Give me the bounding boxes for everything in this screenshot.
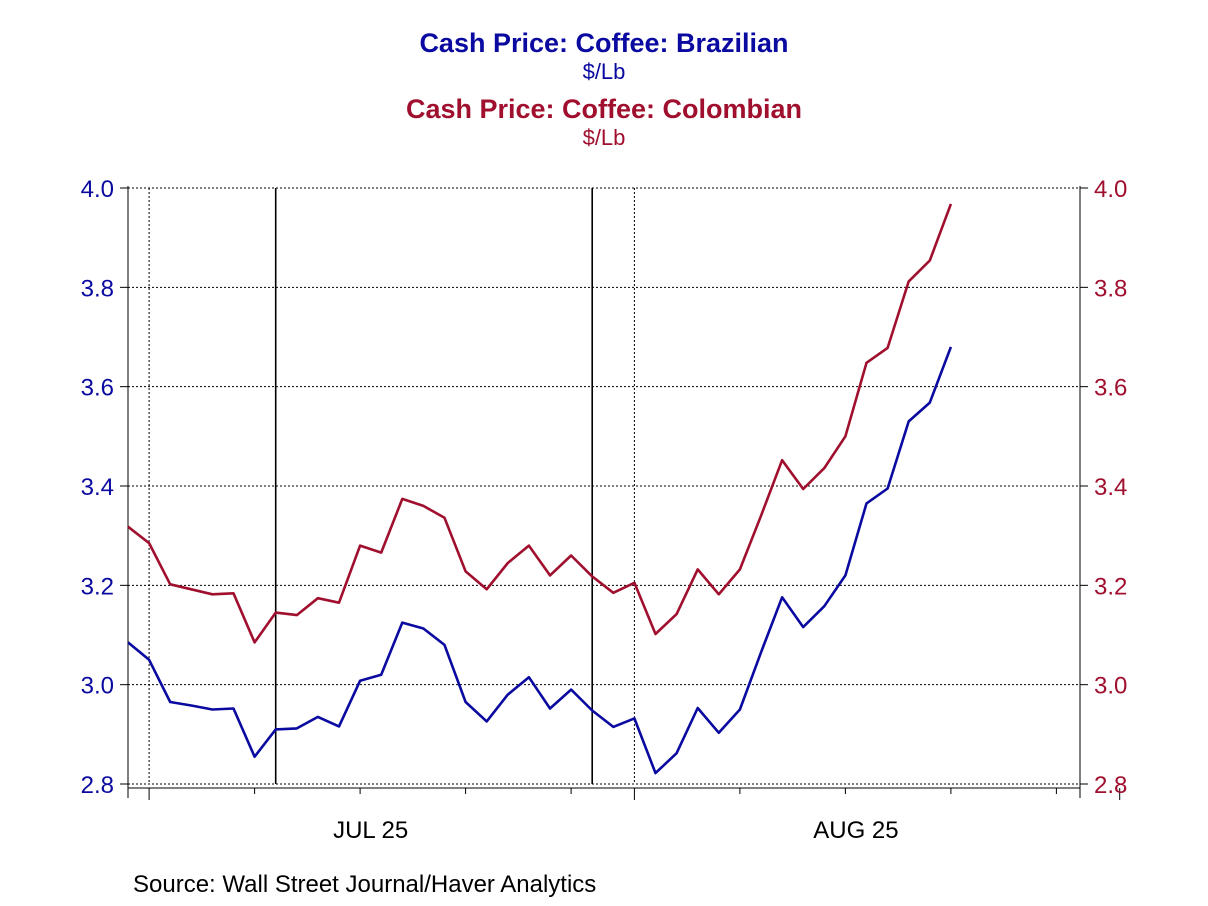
series-lines [127,203,953,775]
right-tick-label: 3.8 [1094,275,1127,302]
left-tick-label: 3.2 [81,573,114,600]
right-tick-label: 3.4 [1094,474,1127,501]
source-note: Source: Wall Street Journal/Haver Analyt… [133,871,597,898]
right-tick-label: 3.2 [1094,573,1127,600]
axis-ticks [120,187,1121,800]
title-colombian: Cash Price: Coffee: Colombian [405,94,803,124]
left-tick-label: 3.0 [81,673,114,700]
series-brazilian-line [127,346,953,775]
right-tick-label: 2.8 [1094,772,1127,799]
left-tick-label: 3.8 [81,275,114,302]
series-colombian-line [127,203,953,644]
x-tick-label: JUL 25 [333,817,408,844]
right-tick-label: 4.0 [1094,176,1127,203]
axis-labels: 4.0 3.8 3.6 3.4 3.2 3.0 2.8 4.0 3.8 3.6 3.4 3.2 3.0 2… [81,176,1128,844]
left-tick-label: 2.8 [81,772,114,799]
left-tick-label: 4.0 [81,176,114,203]
grid [128,187,1080,785]
left-tick-label: 3.4 [81,474,114,501]
plot-frame [127,186,1081,798]
vertical-lines [148,188,635,784]
unit-colombian: $/Lb [582,125,626,150]
right-tick-label: 3.6 [1094,375,1127,402]
title-brazilian: Cash Price: Coffee: Brazilian [419,28,789,58]
unit-brazilian: $/Lb [582,59,626,84]
left-tick-label: 3.6 [81,375,114,402]
chart-titles: Cash Price: Coffee: Brazilian $/Lb Cash … [0,26,1208,150]
right-tick-label: 3.0 [1094,673,1127,700]
x-tick-label: AUG 25 [813,817,898,844]
